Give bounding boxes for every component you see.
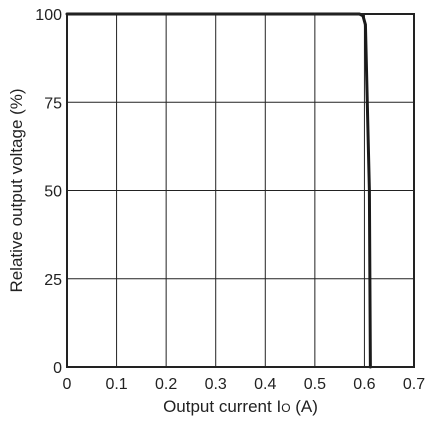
x-tick-label: 0.3 (205, 376, 227, 393)
x-tick-label: 0.4 (254, 376, 276, 393)
x-tick-labels: 0 0.1 0.2 0.3 0.4 0.5 0.6 0.7 (63, 376, 426, 393)
grid-lines (67, 14, 414, 367)
x-tick-label: 0.1 (105, 376, 127, 393)
x-axis-label-text: Output current I (163, 397, 281, 416)
x-tick-label: 0.6 (353, 376, 375, 393)
y-axis-label: Relative output voltage (%) (7, 88, 26, 292)
x-axis-label-unit: (A) (291, 397, 318, 416)
y-tick-label: 100 (35, 7, 62, 24)
x-tick-label: 0.7 (403, 376, 425, 393)
x-tick-label: 0.5 (304, 376, 326, 393)
x-axis-label-subscript: O (281, 401, 290, 415)
x-tick-label: 0 (63, 376, 72, 393)
plot-frame (66, 13, 415, 368)
y-tick-label: 50 (44, 184, 62, 201)
y-tick-labels: 0 25 50 75 100 (35, 7, 62, 377)
x-tick-label: 0.2 (155, 376, 177, 393)
y-tick-label: 25 (44, 272, 62, 289)
y-tick-label: 75 (44, 95, 62, 112)
y-tick-label: 0 (53, 360, 62, 377)
x-axis-label: Output current IO (A) (163, 397, 318, 416)
